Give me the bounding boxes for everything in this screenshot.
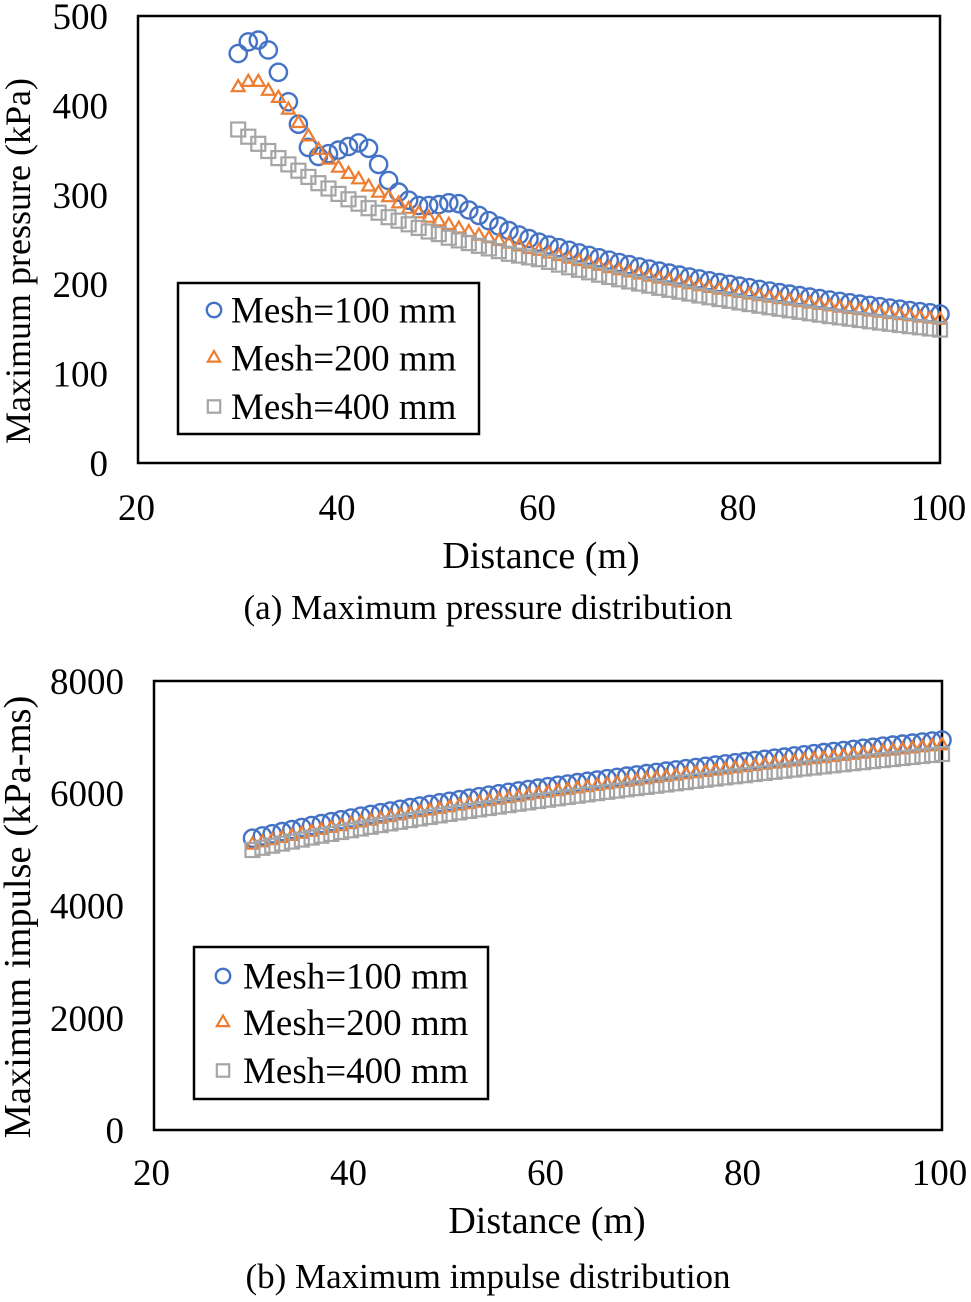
- svg-text:(b) Maximum impulse distributi: (b) Maximum impulse distribution: [245, 1257, 730, 1296]
- svg-text:2000: 2000: [50, 999, 124, 1040]
- svg-text:40: 40: [319, 488, 356, 529]
- svg-text:Maximum pressure (kPa): Maximum pressure (kPa): [0, 78, 38, 444]
- svg-text:20: 20: [133, 1153, 170, 1194]
- svg-text:Mesh=200 mm: Mesh=200 mm: [243, 1003, 469, 1044]
- svg-text:0: 0: [90, 444, 109, 485]
- svg-text:300: 300: [53, 176, 109, 217]
- svg-text:100: 100: [912, 1153, 968, 1194]
- svg-text:Mesh=200 mm: Mesh=200 mm: [231, 339, 457, 380]
- svg-text:60: 60: [527, 1153, 564, 1194]
- svg-text:400: 400: [53, 86, 109, 127]
- svg-text:500: 500: [53, 0, 109, 38]
- svg-text:Mesh=400 mm: Mesh=400 mm: [231, 387, 457, 428]
- svg-text:80: 80: [724, 1153, 761, 1194]
- svg-text:200: 200: [53, 265, 109, 306]
- svg-text:6000: 6000: [50, 774, 124, 815]
- svg-text:Mesh=100 mm: Mesh=100 mm: [243, 957, 469, 998]
- svg-text:Distance (m): Distance (m): [442, 535, 639, 577]
- svg-text:Mesh=100 mm: Mesh=100 mm: [231, 291, 457, 332]
- svg-text:60: 60: [519, 488, 556, 529]
- svg-text:4000: 4000: [50, 887, 124, 928]
- svg-text:(a) Maximum pressure distribut: (a) Maximum pressure distribution: [244, 588, 733, 627]
- svg-text:20: 20: [118, 488, 155, 529]
- svg-text:Maximum impulse (kPa-ms): Maximum impulse (kPa-ms): [0, 696, 39, 1139]
- svg-text:40: 40: [330, 1153, 367, 1194]
- svg-text:8000: 8000: [50, 662, 124, 703]
- svg-text:100: 100: [53, 355, 109, 396]
- svg-text:80: 80: [720, 488, 757, 529]
- svg-text:100: 100: [911, 488, 967, 529]
- svg-text:Mesh=400 mm: Mesh=400 mm: [243, 1051, 469, 1092]
- svg-text:0: 0: [106, 1111, 125, 1152]
- svg-text:Distance (m): Distance (m): [448, 1200, 645, 1242]
